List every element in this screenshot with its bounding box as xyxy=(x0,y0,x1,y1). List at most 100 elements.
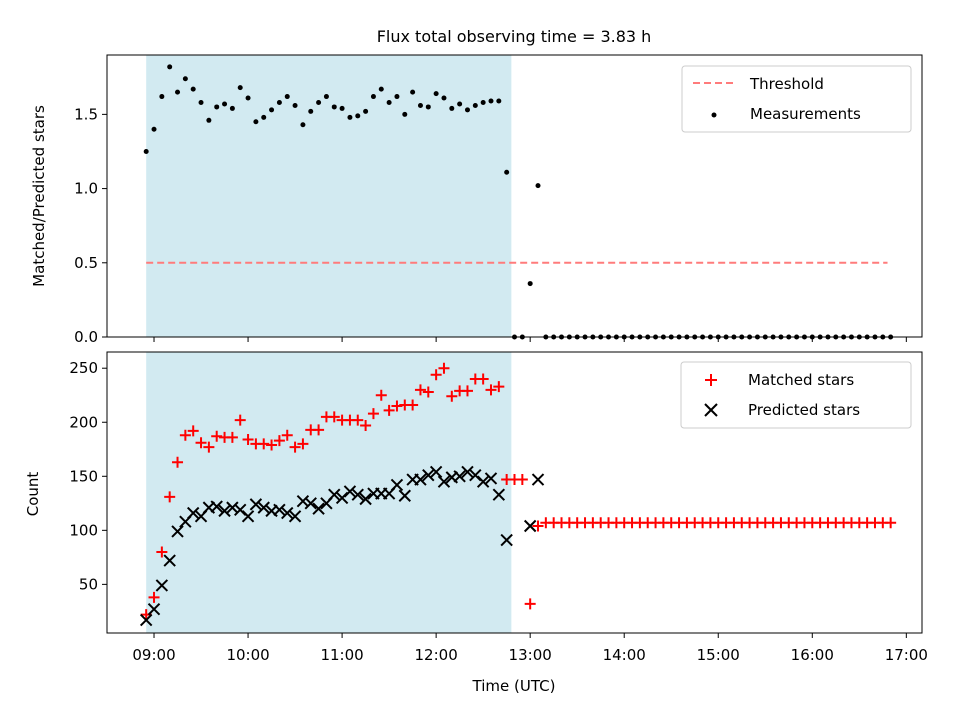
measurement-point xyxy=(316,99,322,105)
predicted-star-point xyxy=(273,503,286,516)
measurement-point xyxy=(339,105,345,111)
matched-star-point xyxy=(172,456,184,468)
predicted-star-point xyxy=(147,603,161,616)
predicted-star-point xyxy=(288,510,302,523)
matched-star-point xyxy=(273,435,285,447)
matched-star-point xyxy=(313,424,325,436)
measurement-point xyxy=(159,94,165,100)
matched-star-point xyxy=(187,425,199,437)
legend-threshold-label: Threshold xyxy=(749,75,824,93)
predicted-star-point xyxy=(422,469,435,482)
measurement-point xyxy=(331,104,337,110)
measurement-point xyxy=(300,122,306,128)
matched-star-point xyxy=(289,441,301,453)
matched-stars-points xyxy=(140,362,897,621)
predicted-star-point xyxy=(523,519,537,533)
measurement-point xyxy=(472,102,478,108)
measurement-point xyxy=(292,102,298,108)
measurement-point xyxy=(308,108,314,114)
measurement-point xyxy=(261,114,267,120)
matched-star-point xyxy=(885,517,897,529)
top-x-ticks xyxy=(153,337,907,342)
matched-star-point xyxy=(446,390,458,402)
predicted-star-point xyxy=(500,533,513,547)
measurement-point xyxy=(214,104,220,110)
predicted-star-point xyxy=(296,494,310,508)
bottom-y-ticks: 50 100 150 200 250 xyxy=(69,359,107,593)
bottom-y-tick-label: 100 xyxy=(69,521,98,539)
matched-star-point xyxy=(242,434,254,446)
predicted-star-point xyxy=(281,506,294,520)
top-legend: Threshold Measurements xyxy=(681,65,912,133)
predicted-star-point xyxy=(226,501,239,514)
x-tick-label: 14:00 xyxy=(603,646,646,664)
bottom-x-ticks: 09:00 10:00 11:00 12:00 13:00 14:00 15:00 16:00… xyxy=(132,633,928,664)
matched-star-point xyxy=(532,520,544,532)
x-tick-label: 09:00 xyxy=(132,646,175,664)
x-tick-label: 13:00 xyxy=(509,646,552,664)
matched-star-point xyxy=(524,598,536,610)
measurement-point xyxy=(441,95,447,101)
matched-star-point xyxy=(375,389,387,401)
matched-star-point xyxy=(430,369,442,381)
predicted-stars-points xyxy=(139,465,545,627)
measurement-point xyxy=(457,101,463,107)
predicted-star-point xyxy=(351,488,364,501)
legend-predicted-label: Predicted stars xyxy=(748,401,860,419)
predicted-star-point xyxy=(328,488,341,501)
predicted-star-point xyxy=(249,498,263,511)
matched-star-point xyxy=(258,438,270,450)
measurement-point xyxy=(143,148,149,154)
predicted-star-point xyxy=(398,489,411,502)
measurement-point xyxy=(504,169,510,175)
measurement-point xyxy=(237,85,243,91)
legend-measurements-swatch xyxy=(711,112,717,118)
measurement-point xyxy=(284,94,290,100)
bottom-y-tick-label: 50 xyxy=(79,575,98,593)
legend-matched-swatch xyxy=(705,374,717,386)
measurement-point xyxy=(323,94,329,100)
chart-title: Flux total observing time = 3.83 h xyxy=(377,27,652,46)
bottom-plot-frame xyxy=(106,351,923,634)
legend-predicted-swatch xyxy=(704,403,718,417)
top-legend-box xyxy=(681,65,912,133)
bottom-y-tick-label: 200 xyxy=(69,413,98,431)
matched-star-point xyxy=(297,438,309,450)
x-tick-label: 15:00 xyxy=(697,646,740,664)
matched-star-point xyxy=(391,400,403,412)
matched-star-point xyxy=(438,362,450,374)
measurement-point xyxy=(182,76,188,82)
matched-star-point xyxy=(352,414,364,426)
predicted-star-point xyxy=(343,485,357,498)
predicted-star-point xyxy=(257,501,270,514)
measurement-point xyxy=(355,113,361,119)
matched-star-point xyxy=(226,431,238,443)
predicted-star-point xyxy=(414,473,427,486)
matched-star-point xyxy=(360,419,372,431)
matched-star-point xyxy=(195,437,207,449)
measurement-point xyxy=(480,99,486,105)
predicted-star-point xyxy=(390,478,404,492)
bottom-panel: 50 100 150 200 250 09:00 10:00 11:00 12:00 13:00… xyxy=(24,351,928,695)
predicted-star-point xyxy=(155,579,169,592)
measurement-point xyxy=(488,98,494,104)
matched-star-point xyxy=(516,474,528,486)
predicted-star-point xyxy=(461,465,474,479)
top-y-tick-label: 1.0 xyxy=(74,180,98,198)
predicted-star-point xyxy=(453,470,466,483)
top-y-tick-label: 1.5 xyxy=(74,105,98,123)
bottom-y-tick-label: 150 xyxy=(69,467,98,485)
predicted-star-point xyxy=(218,504,231,518)
matched-star-point xyxy=(383,404,395,416)
predicted-star-point xyxy=(484,472,498,485)
matched-star-point xyxy=(477,373,489,385)
predicted-star-point xyxy=(437,475,451,488)
measurement-point xyxy=(151,126,157,132)
bottom-y-axis-label: Count xyxy=(24,472,42,517)
x-tick-label: 17:00 xyxy=(885,646,928,664)
predicted-star-point xyxy=(429,465,443,479)
x-tick-label: 10:00 xyxy=(226,646,269,664)
measurement-point xyxy=(527,281,533,287)
measurement-point xyxy=(394,94,400,100)
